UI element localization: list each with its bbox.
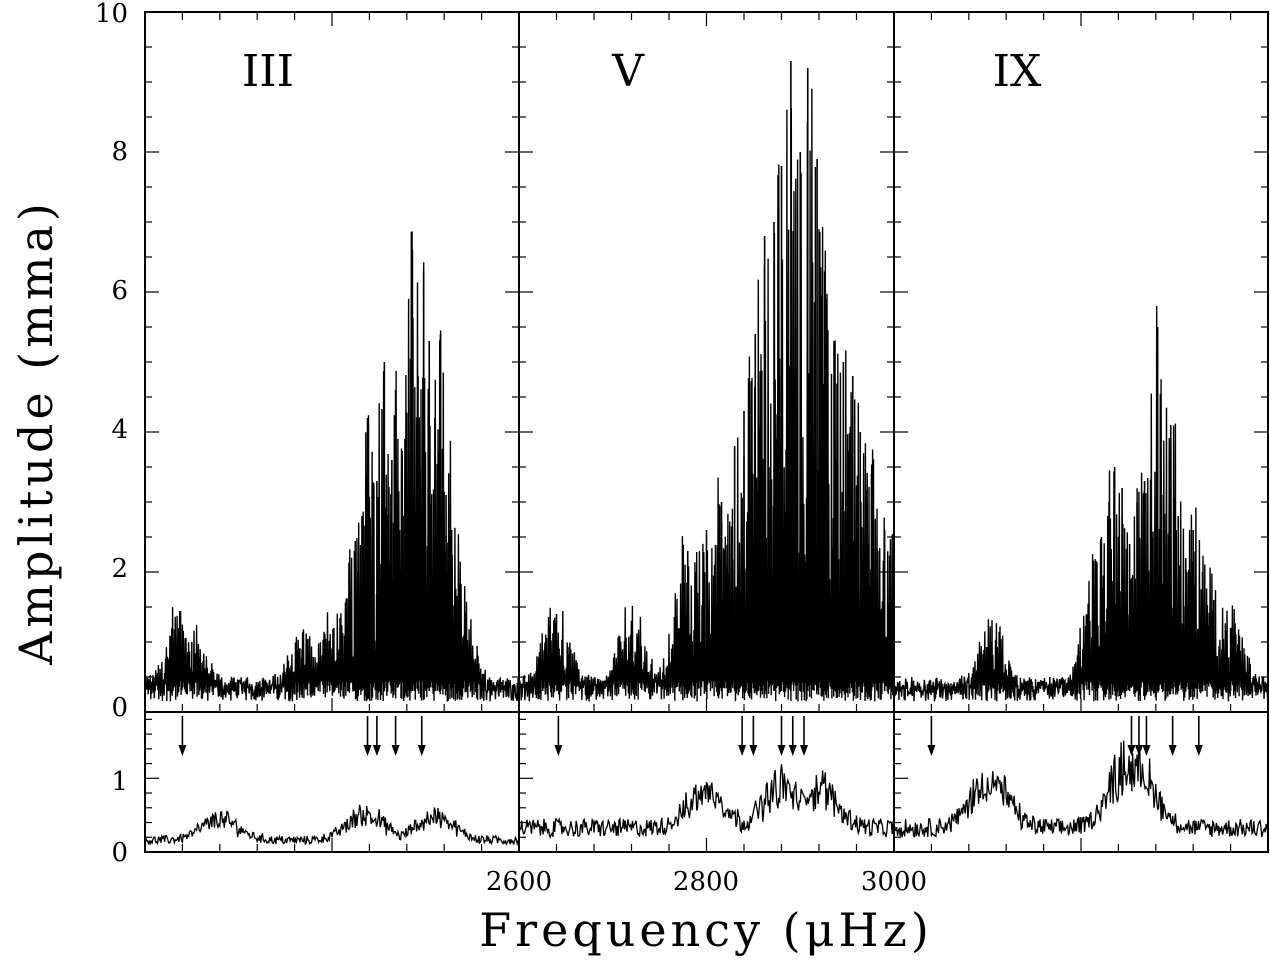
plot-layer	[144, 61, 1269, 847]
y-axis-title: Amplitude (mma)	[9, 199, 63, 666]
arrow-marker-2-3	[777, 716, 786, 756]
arrow-marker-3-3	[1142, 716, 1151, 756]
bottom-ytick-label-1: 1	[111, 767, 128, 797]
arrow-marker-2-1	[738, 716, 747, 756]
top-ytick-label-0: 0	[111, 693, 128, 723]
panel-label-1: III	[242, 46, 294, 97]
panel-label-3: IX	[993, 46, 1042, 97]
arrow-marker-1-4	[417, 716, 426, 756]
arrow-marker-1-2	[372, 716, 381, 756]
arrow-marker-3-1	[1127, 716, 1136, 756]
arrow-marker-3-5	[1194, 716, 1203, 756]
top-ytick-label-6: 6	[111, 276, 128, 306]
residual-trace-1	[144, 804, 520, 847]
top-ytick-label-2: 2	[111, 554, 128, 584]
arrow-marker-2-4	[788, 716, 797, 756]
top-ytick-label-10: 10	[95, 0, 128, 29]
panel-frame-1	[144, 11, 520, 853]
x-axis-title: Frequency (μHz)	[479, 903, 933, 957]
arrow-marker-3-0	[927, 716, 936, 756]
arrow-marker-1-3	[391, 716, 400, 756]
top-ytick-label-4: 4	[111, 415, 128, 445]
tick-layer	[144, 11, 1269, 853]
arrow-marker-2-5	[800, 716, 808, 756]
xtick-label-2600: 2600	[486, 867, 552, 897]
residual-trace-3	[893, 740, 1269, 838]
arrow-marker-2-2	[749, 716, 758, 756]
arrow-marker-1-1	[363, 716, 372, 756]
panel-frame-3	[893, 11, 1269, 853]
arrow-marker-3-4	[1168, 716, 1177, 756]
residual-trace-2	[518, 764, 895, 840]
top-trace-3	[893, 305, 1269, 702]
frame-layer	[144, 11, 1269, 853]
xtick-label-3000: 3000	[861, 867, 927, 897]
panel-label-2: V	[611, 46, 645, 97]
xtick-label-2800: 2800	[673, 867, 739, 897]
top-ytick-label-8: 8	[111, 137, 128, 167]
arrow-marker-3-2	[1134, 716, 1143, 756]
top-trace-1	[144, 231, 520, 702]
arrow-marker-1-0	[178, 716, 187, 756]
arrow-marker-2-0	[554, 716, 563, 756]
bottom-ytick-label-0: 0	[111, 838, 128, 868]
